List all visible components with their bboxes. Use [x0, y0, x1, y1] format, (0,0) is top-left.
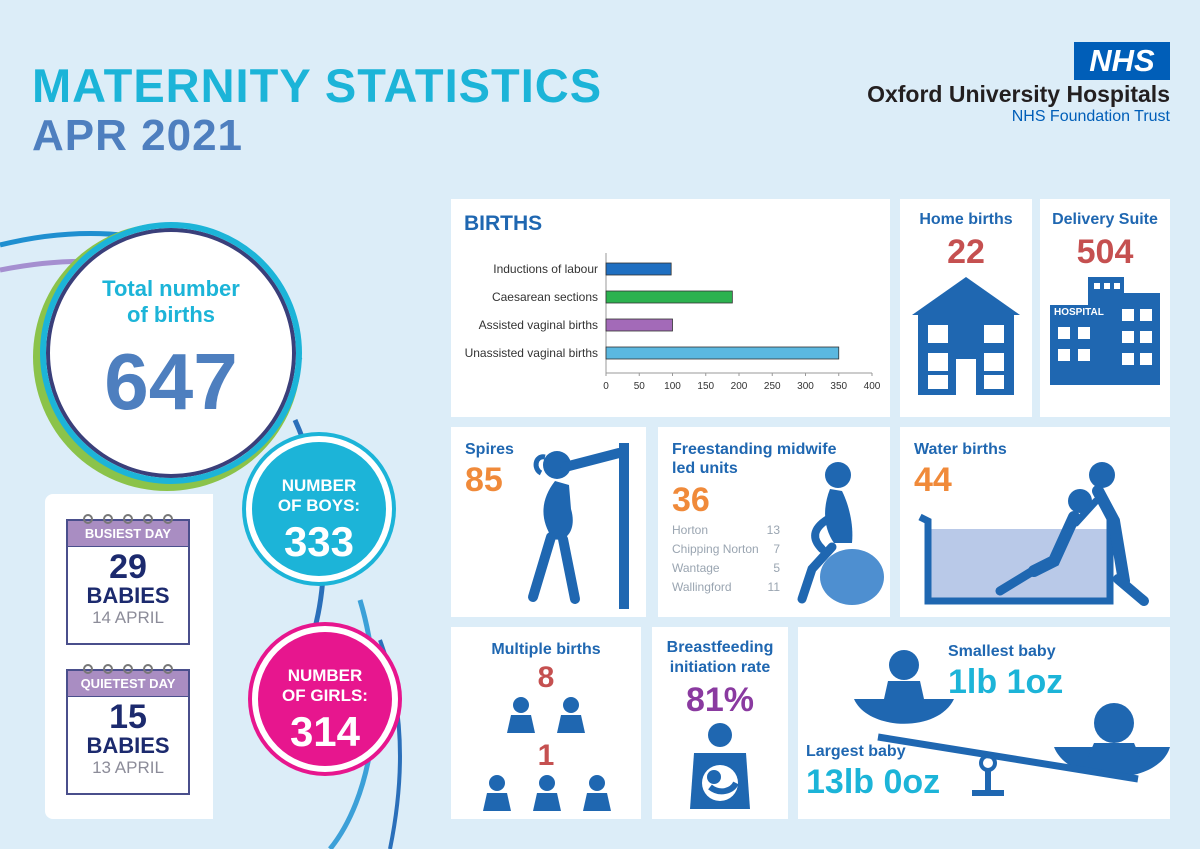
busiest-day-unit: BABIES: [86, 583, 170, 608]
spires-title: Spires: [465, 441, 514, 458]
boys-circle: NUMBER OF BOYS: 333: [246, 436, 392, 582]
girls-value: 314: [289, 708, 361, 755]
births-chart-panel: BIRTHS Inductions of labour Caesarean sec…: [451, 199, 890, 417]
water-births-panel: Water births 44: [900, 427, 1170, 617]
hospital-icon: [1050, 277, 1160, 385]
total-births-label-2: of births: [127, 302, 215, 327]
total-births-circle: Total number of births 647: [40, 222, 302, 484]
smallest-baby-value: 1lb 1oz: [948, 663, 1064, 701]
chart-bar: [605, 290, 733, 304]
hospital-sign: HOSPITAL: [1054, 307, 1104, 318]
calendar-rings-icon: [83, 514, 173, 524]
busiest-day-label: BUSIEST DAY: [68, 521, 188, 547]
breastfeeding-title-1: Breastfeeding: [666, 639, 774, 656]
unit-count: 13: [766, 523, 780, 537]
spires-panel: Spires 85: [451, 427, 646, 617]
births-bar-chart: Inductions of labour Caesarean sections As…: [465, 253, 881, 392]
home-births-value: 22: [947, 233, 985, 271]
water-births-title: Water births: [914, 441, 1007, 458]
chart-category-label: Assisted vaginal births: [479, 318, 598, 332]
quietest-day-date: 13 APRIL: [92, 758, 164, 777]
delivery-suite-title: Delivery Suite: [1052, 211, 1158, 228]
smallest-baby-title: Smallest baby: [948, 643, 1056, 660]
chart-x-tick-label: 0: [603, 381, 609, 392]
chart-x-tick-label: 300: [797, 381, 814, 392]
chart-category-label: Caesarean sections: [492, 290, 598, 304]
girls-label-1: NUMBER: [287, 666, 363, 685]
twins-icon: [507, 697, 585, 733]
multiple-births-title: Multiple births: [491, 641, 601, 658]
boys-label-2: OF BOYS:: [277, 496, 361, 515]
unit-name: Horton: [672, 523, 709, 537]
chart-x-tick-label: 250: [764, 381, 781, 392]
birth-ball-woman-icon: [797, 462, 884, 605]
chart-category-label: Unassisted vaginal births: [465, 346, 598, 360]
triplets-icon: [483, 775, 611, 811]
girls-circle: NUMBER OF GIRLS: 314: [252, 626, 398, 772]
freestanding-title-2: led units: [672, 460, 738, 477]
multiple-births-panel: Multiple births 8 1: [451, 627, 641, 819]
calendar-rings-icon: [83, 664, 173, 674]
girls-label-2: OF GIRLS:: [282, 686, 368, 705]
nhs-logo: NHS: [1074, 42, 1170, 80]
page-title: MATERNITY STATISTICS: [32, 59, 603, 112]
unit-count: 11: [767, 580, 780, 594]
house-icon: [912, 277, 1020, 395]
quietest-day-label: QUIETEST DAY: [68, 671, 188, 697]
chart-x-tick-label: 200: [731, 381, 748, 392]
freestanding-panel: Freestanding midwife led units 36 Horton…: [658, 427, 890, 617]
freestanding-value: 36: [672, 481, 710, 519]
unit-name: Chipping Norton: [672, 542, 759, 556]
total-births-value: 647: [104, 337, 238, 426]
water-births-value: 44: [914, 461, 952, 499]
home-births-panel: Home births 22: [900, 199, 1032, 417]
breastfeeding-icon: [690, 723, 750, 809]
chart-x-tick-label: 400: [864, 381, 881, 392]
largest-baby-title: Largest baby: [806, 743, 906, 760]
water-birth-icon: [918, 462, 1149, 606]
boys-label-1: NUMBER: [281, 476, 357, 495]
chart-x-tick-label: 100: [664, 381, 681, 392]
chart-title: BIRTHS: [464, 212, 543, 235]
total-births-label-1: Total number: [102, 276, 240, 301]
org-name: Oxford University Hospitals: [867, 81, 1170, 107]
busiest-day-value: 29: [109, 548, 147, 586]
unit-count: 7: [773, 542, 780, 556]
delivery-suite-panel: Delivery Suite 504 HOSPITAL: [1040, 199, 1170, 417]
breastfeeding-title-2: initiation rate: [669, 659, 771, 676]
breastfeeding-panel: Breastfeeding initiation rate 81%: [652, 627, 788, 819]
chart-x-tick-label: 350: [830, 381, 847, 392]
seesaw-scale-icon: [854, 650, 1170, 796]
spires-value: 85: [465, 461, 503, 499]
org-subtitle: NHS Foundation Trust: [1011, 108, 1170, 125]
chart-category-label: Inductions of labour: [493, 262, 598, 276]
busiest-day-date: 14 APRIL: [92, 608, 164, 627]
twins-value: 8: [537, 661, 555, 694]
baby-size-panel: Smallest baby 1lb 1oz Largest baby 13lb …: [798, 627, 1170, 819]
delivery-suite-value: 504: [1076, 233, 1134, 271]
freestanding-title-1: Freestanding midwife: [672, 441, 837, 458]
chart-x-tick-label: 50: [634, 381, 646, 392]
boys-value: 333: [283, 518, 355, 565]
quietest-day-unit: BABIES: [86, 733, 170, 758]
chart-bar: [605, 262, 672, 276]
busiest-day-calendar: BUSIEST DAY 29 BABIES 14 APRIL: [66, 514, 190, 645]
breastfeeding-value: 81%: [685, 681, 755, 719]
triplets-value: 1: [537, 739, 555, 772]
unit-name: Wallingford: [672, 580, 732, 594]
quietest-day-calendar: QUIETEST DAY 15 BABIES 13 APRIL: [66, 664, 190, 795]
page-subtitle: APR 2021: [32, 111, 244, 160]
quietest-day-value: 15: [109, 698, 147, 736]
largest-baby-value: 13lb 0oz: [806, 763, 941, 801]
chart-x-tick-label: 150: [697, 381, 714, 392]
chart-bar: [605, 318, 673, 332]
unit-count: 5: [773, 561, 780, 575]
unit-name: Wantage: [672, 561, 720, 575]
chart-bar: [605, 346, 840, 360]
home-births-title: Home births: [919, 211, 1013, 228]
pregnant-woman-icon: [528, 443, 629, 609]
